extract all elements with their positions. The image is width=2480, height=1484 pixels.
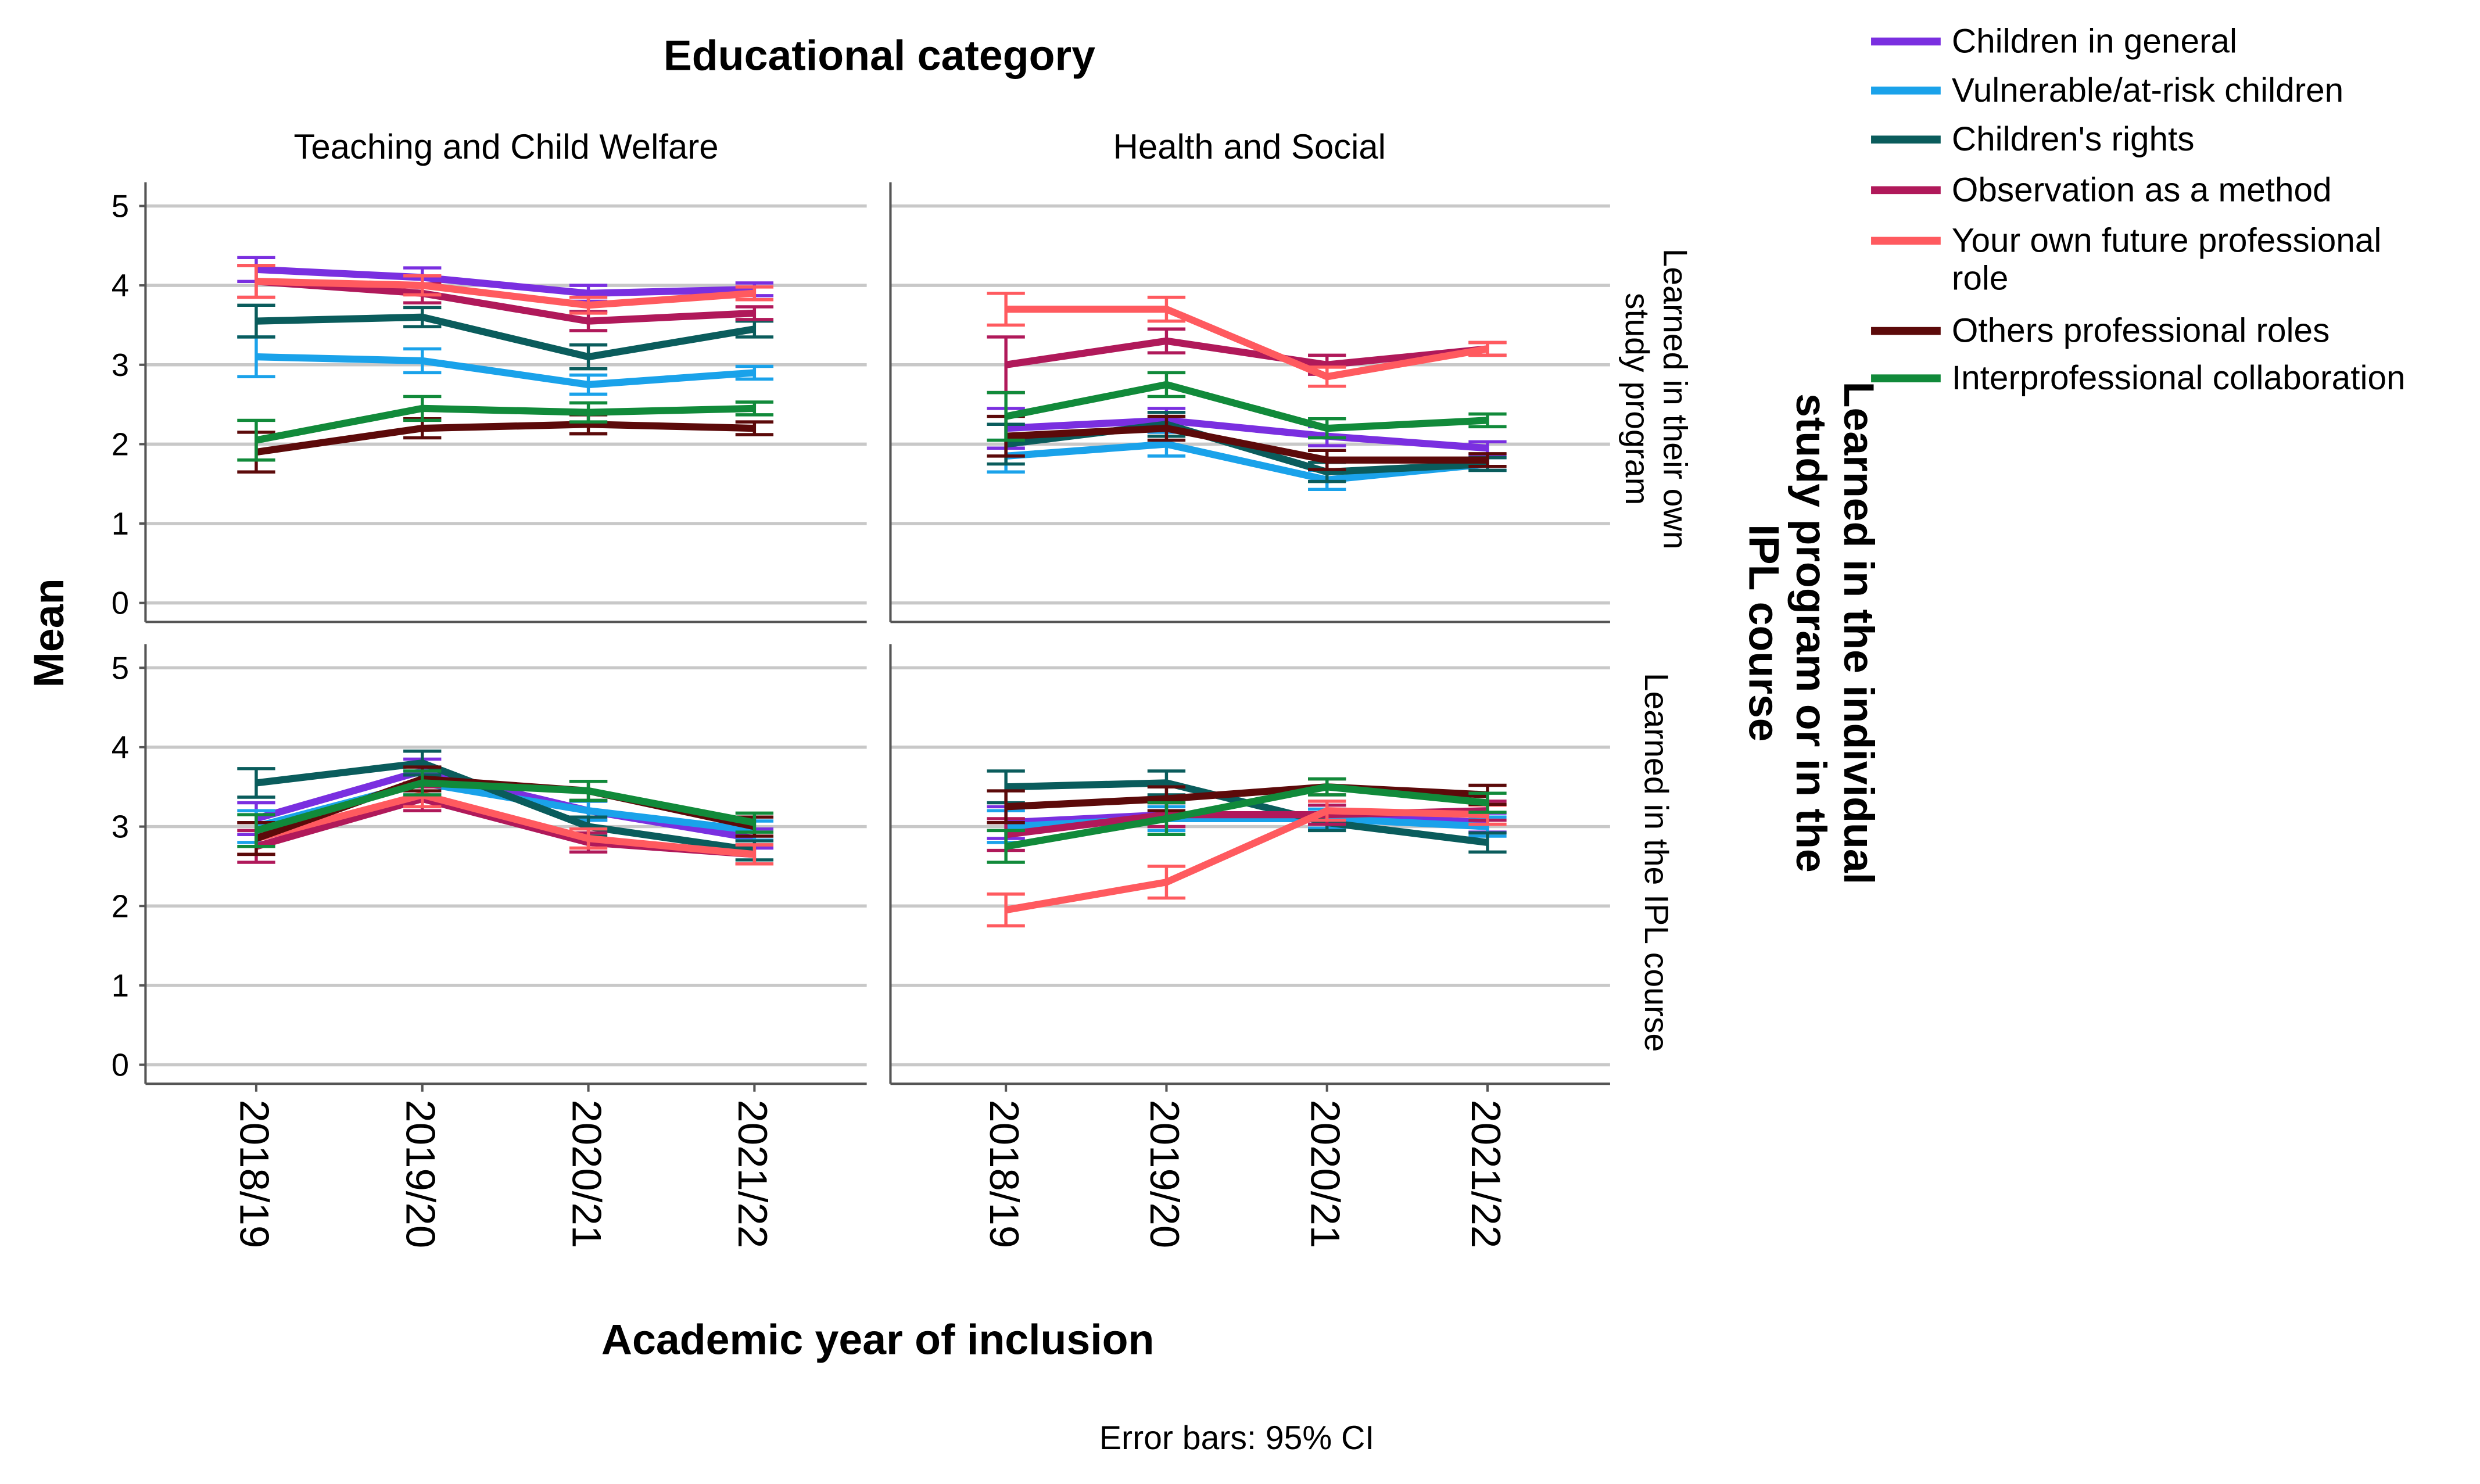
legend: Children in general Vulnerable/at-risk ch… [1871, 22, 2406, 397]
y-tick-label: 5 [112, 189, 129, 224]
series-line [1006, 309, 1488, 377]
legend-label: Interprofessional collaboration [1952, 359, 2406, 397]
y-tick-label: 2 [112, 888, 129, 924]
legend-label: Vulnerable/at-risk children [1952, 71, 2343, 109]
legend-label: Children's rights [1952, 120, 2195, 158]
footnote: Error bars: 95% CI [1099, 1420, 1374, 1457]
y-tick-label: 5 [112, 650, 129, 686]
legend-label: Children in general [1952, 22, 2237, 60]
legend-item: Vulnerable/at-risk children [1871, 71, 2343, 109]
y-tick-label: 1 [112, 506, 129, 542]
y-tick-label: 0 [112, 586, 129, 621]
legend-item: Others professional roles [1871, 312, 2330, 350]
column-header-1: Health and Social [1113, 127, 1386, 166]
y-tick-labels: 0 1 2 3 4 5 0 1 2 3 4 5 [112, 189, 146, 1083]
chart-title: Educational category [664, 31, 1095, 79]
legend-item: Interprofessional collaboration [1871, 359, 2406, 397]
x-tick-label: 2020/21 [1302, 1099, 1348, 1248]
series-line [256, 317, 754, 357]
panel-r1-c1 [890, 644, 1610, 1084]
legend-item: Children in general [1871, 22, 2237, 60]
panel-r0-c0 [145, 182, 866, 622]
y-tick-label: 3 [112, 809, 129, 845]
row-label-0: Learned in their ownstudy program [1618, 249, 1693, 550]
x-tick-label: 2018/19 [981, 1099, 1027, 1248]
x-tick-label: 2019/20 [1142, 1099, 1188, 1248]
series-line [256, 357, 754, 385]
series-2 [237, 751, 773, 860]
legend-item: Observation as a method [1871, 171, 2332, 209]
x-tick-label: 2018/19 [232, 1099, 278, 1248]
legend-label: Others professional roles [1952, 312, 2330, 350]
y-tick-label: 2 [112, 426, 129, 462]
legend-label: Observation as a method [1952, 171, 2332, 209]
y-tick-label: 4 [112, 730, 129, 765]
panels [145, 182, 1610, 1084]
y-tick-label: 1 [112, 968, 129, 1003]
x-tick-label: 2021/22 [1463, 1099, 1509, 1248]
legend-item: Children's rights [1871, 120, 2195, 158]
column-header-0: Teaching and Child Welfare [293, 127, 718, 166]
y-tick-label: 3 [112, 347, 129, 383]
x-tick-label: 2021/22 [730, 1099, 776, 1248]
x-tick-labels: 2018/19 2019/20 2020/21 2021/22 2018/19 2019/… [232, 1084, 1509, 1248]
y-axis-label: Mean [24, 578, 73, 687]
x-axis-label: Academic year of inclusion [601, 1315, 1155, 1364]
panel-r1-c0 [145, 644, 866, 1084]
row-label-1: Learned in the IPL course [1637, 673, 1675, 1052]
panel-r0-c1 [890, 182, 1610, 622]
y-tick-label: 4 [112, 268, 129, 303]
row-axis-title: Learned in the individualstudy program o… [1740, 382, 1883, 885]
x-tick-label: 2019/20 [398, 1099, 444, 1248]
y-tick-label: 0 [112, 1048, 129, 1083]
x-tick-label: 2020/21 [564, 1099, 610, 1248]
series-4 [987, 293, 1506, 386]
